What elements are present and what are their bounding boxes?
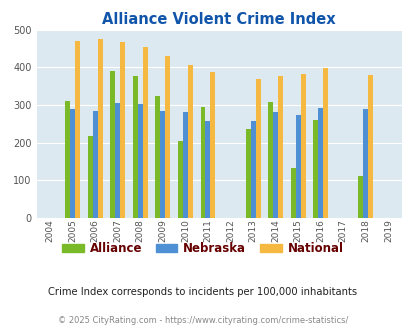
Bar	[318, 108, 322, 218]
Bar	[367, 75, 372, 218]
Bar	[70, 109, 75, 218]
Bar	[300, 74, 305, 218]
Bar	[92, 111, 98, 218]
Bar	[210, 72, 215, 218]
Bar	[155, 96, 160, 218]
Bar	[268, 102, 273, 218]
Bar	[110, 71, 115, 218]
Bar	[165, 56, 170, 218]
Bar	[295, 115, 300, 218]
Bar	[137, 104, 143, 218]
Text: Crime Index corresponds to incidents per 100,000 inhabitants: Crime Index corresponds to incidents per…	[48, 287, 357, 297]
Bar	[132, 76, 137, 218]
Bar	[188, 65, 192, 218]
Bar	[255, 79, 260, 218]
Bar	[313, 120, 318, 218]
Bar	[98, 40, 102, 218]
Bar	[245, 129, 250, 218]
Bar	[183, 112, 188, 218]
Bar	[322, 68, 327, 218]
Bar	[65, 101, 70, 218]
Bar	[75, 41, 80, 218]
Bar	[143, 47, 147, 218]
Bar	[205, 121, 210, 218]
Bar	[290, 168, 295, 218]
Bar	[177, 142, 183, 218]
Bar	[273, 112, 277, 218]
Legend: Alliance, Nebraska, National: Alliance, Nebraska, National	[58, 237, 347, 260]
Bar	[250, 121, 255, 218]
Bar	[277, 76, 282, 218]
Bar	[358, 176, 362, 218]
Title: Alliance Violent Crime Index: Alliance Violent Crime Index	[102, 12, 335, 27]
Bar	[115, 103, 120, 218]
Bar	[200, 107, 205, 218]
Bar	[120, 42, 125, 218]
Bar	[87, 136, 92, 218]
Bar	[160, 111, 165, 218]
Text: © 2025 CityRating.com - https://www.cityrating.com/crime-statistics/: © 2025 CityRating.com - https://www.city…	[58, 316, 347, 325]
Bar	[362, 109, 367, 218]
